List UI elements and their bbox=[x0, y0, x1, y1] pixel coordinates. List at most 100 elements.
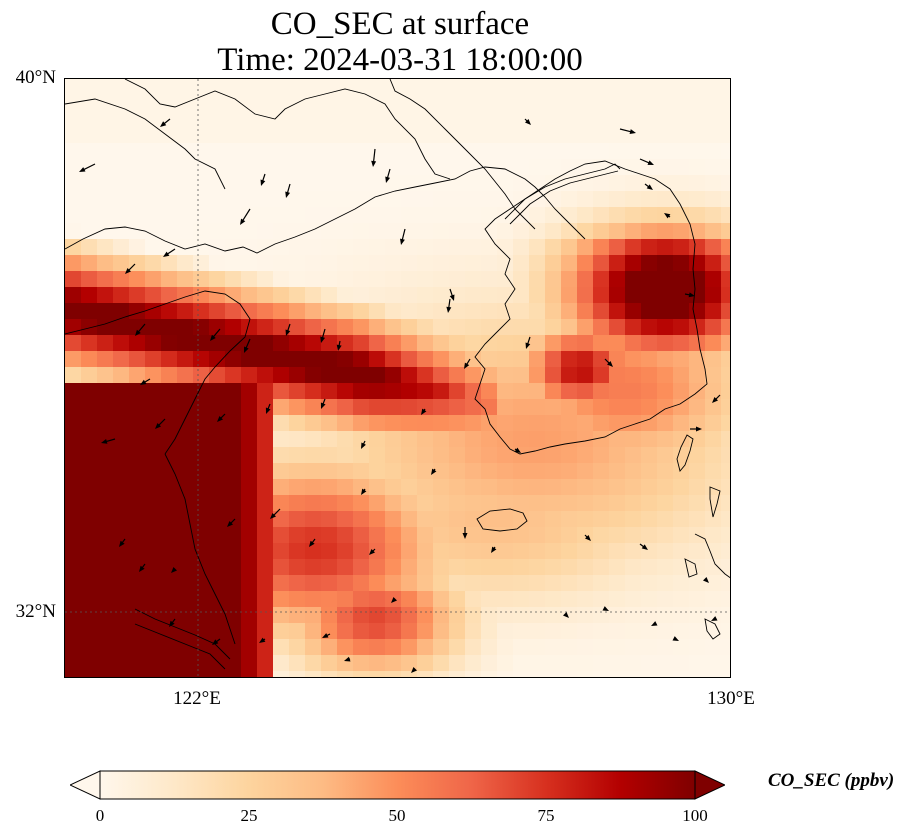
field-cell bbox=[145, 607, 162, 624]
field-cell bbox=[513, 271, 530, 288]
field-cell bbox=[417, 239, 434, 256]
field-cell bbox=[353, 655, 370, 672]
field-cell bbox=[641, 655, 658, 672]
field-cell bbox=[705, 431, 722, 448]
field-cell bbox=[129, 255, 146, 272]
wind-vector-shaft bbox=[372, 148, 376, 164]
field-cell bbox=[289, 639, 306, 656]
field-cell bbox=[193, 303, 210, 320]
field-cell bbox=[97, 431, 114, 448]
field-cell bbox=[673, 287, 690, 304]
field-cell bbox=[113, 415, 130, 432]
field-cell bbox=[273, 191, 290, 208]
field-cell bbox=[337, 159, 354, 176]
field-cell bbox=[449, 607, 466, 624]
field-cell bbox=[545, 479, 562, 496]
field-cell bbox=[609, 527, 626, 544]
field-cell bbox=[273, 271, 290, 288]
field-cell bbox=[337, 495, 354, 512]
field-cell bbox=[721, 511, 730, 528]
field-cell bbox=[97, 591, 114, 608]
field-cell bbox=[369, 527, 386, 544]
field-cell bbox=[529, 447, 546, 464]
wind-vector-head bbox=[125, 267, 132, 274]
field-cell bbox=[577, 543, 594, 560]
field-cell bbox=[657, 335, 674, 352]
field-cell bbox=[545, 671, 562, 677]
field-cell bbox=[193, 191, 210, 208]
field-cell bbox=[193, 527, 210, 544]
field-cell bbox=[305, 367, 322, 384]
field-cell bbox=[193, 335, 210, 352]
field-cell bbox=[353, 591, 370, 608]
field-cell bbox=[209, 655, 226, 672]
field-cell bbox=[81, 511, 98, 528]
field-cell bbox=[257, 127, 274, 144]
field-cell bbox=[721, 591, 730, 608]
field-cell bbox=[193, 511, 210, 528]
field-cell bbox=[161, 463, 178, 480]
field-cell bbox=[417, 159, 434, 176]
field-cell bbox=[113, 287, 130, 304]
field-cell bbox=[401, 287, 418, 304]
field-cell bbox=[609, 191, 626, 208]
field-cell bbox=[449, 79, 466, 96]
field-cell bbox=[641, 431, 658, 448]
field-cell bbox=[273, 367, 290, 384]
field-cell bbox=[97, 383, 114, 400]
field-cell bbox=[337, 143, 354, 160]
field-cell bbox=[305, 591, 322, 608]
field-cell bbox=[401, 431, 418, 448]
field-cell bbox=[401, 623, 418, 640]
field-cell bbox=[481, 559, 498, 576]
field-cell bbox=[177, 159, 194, 176]
field-cell bbox=[449, 447, 466, 464]
colorbar-tick-0: 0 bbox=[95, 806, 105, 825]
field-cell bbox=[97, 319, 114, 336]
field-cell bbox=[289, 255, 306, 272]
field-cell bbox=[337, 95, 354, 112]
field-cell bbox=[609, 175, 626, 192]
field-cell bbox=[65, 111, 82, 128]
field-cell bbox=[577, 127, 594, 144]
field-cell bbox=[721, 271, 730, 288]
field-cell bbox=[161, 335, 178, 352]
field-cell bbox=[305, 575, 322, 592]
field-cell bbox=[465, 511, 482, 528]
field-cell bbox=[209, 175, 226, 192]
field-cell bbox=[385, 319, 402, 336]
field-cell bbox=[673, 239, 690, 256]
field-cell bbox=[97, 335, 114, 352]
field-cell bbox=[145, 671, 162, 677]
field-cell bbox=[593, 191, 610, 208]
field-cell bbox=[225, 271, 242, 288]
field-cell bbox=[577, 159, 594, 176]
field-cell bbox=[449, 399, 466, 416]
field-cell bbox=[641, 303, 658, 320]
field-cell bbox=[481, 511, 498, 528]
field-cell bbox=[417, 415, 434, 432]
field-cell bbox=[97, 111, 114, 128]
field-cell bbox=[81, 255, 98, 272]
field-cell bbox=[641, 559, 658, 576]
field-cell bbox=[577, 479, 594, 496]
field-cell bbox=[657, 511, 674, 528]
field-cell bbox=[689, 623, 706, 640]
field-cell bbox=[689, 575, 706, 592]
field-cell bbox=[353, 111, 370, 128]
field-cell bbox=[561, 143, 578, 160]
field-cell bbox=[449, 415, 466, 432]
field-cell bbox=[417, 191, 434, 208]
field-cell bbox=[337, 223, 354, 240]
field-cell bbox=[353, 671, 370, 677]
wind-vector-head bbox=[160, 121, 167, 127]
wind-vector-head bbox=[361, 442, 366, 449]
field-cell bbox=[689, 287, 706, 304]
field-cell bbox=[513, 223, 530, 240]
field-cell bbox=[465, 255, 482, 272]
field-cell bbox=[401, 671, 418, 677]
field-cell bbox=[177, 143, 194, 160]
field-cell bbox=[97, 543, 114, 560]
field-cell bbox=[705, 79, 722, 96]
wind-vector-shaft bbox=[241, 208, 251, 222]
